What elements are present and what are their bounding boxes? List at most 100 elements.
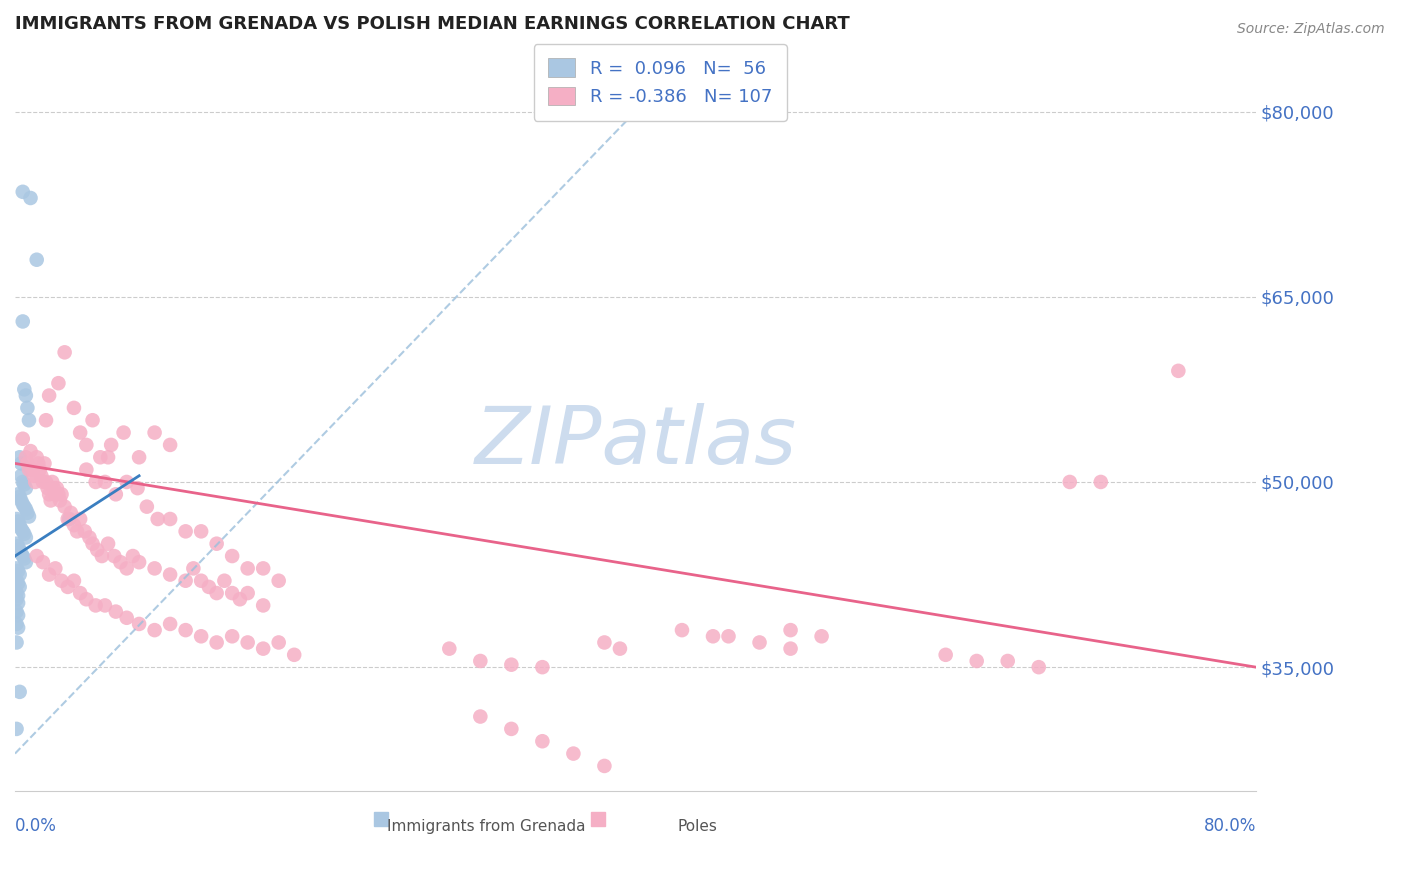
Point (1090, 475, 1112, 489)
Point (10, 522, 32, 536)
Point (221, 586, 243, 600)
Point (51, 487, 73, 501)
Point (6, 586, 28, 600)
Point (8, 685, 31, 699)
Point (190, 524, 212, 539)
Point (39, 493, 62, 508)
Point (221, 549, 243, 563)
Point (35, 475, 58, 489)
Point (44, 487, 66, 501)
Point (779, 623, 801, 637)
Point (470, 654, 492, 668)
Point (73, 524, 96, 539)
Point (6, 512, 28, 526)
Point (79, 531, 101, 545)
Point (6, 616, 28, 631)
Point (82, 537, 104, 551)
Point (252, 599, 274, 613)
Point (7, 596, 30, 610)
Point (10, 457, 32, 471)
Point (935, 648, 957, 662)
Point (115, 561, 138, 575)
Point (11, 524, 34, 539)
Point (221, 629, 243, 643)
Point (702, 629, 724, 643)
Point (267, 574, 290, 588)
Point (110, 555, 132, 569)
Point (236, 586, 259, 600)
Text: IMMIGRANTS FROM GRENADA VS POLISH MEDIAN EARNINGS CORRELATION CHART: IMMIGRANTS FROM GRENADA VS POLISH MEDIAN… (15, 15, 849, 33)
Point (66, 524, 89, 539)
Point (8, 567, 31, 582)
Point (128, 555, 150, 569)
Point (127, 481, 149, 495)
Point (25, 252, 48, 267)
Point (53, 345, 76, 359)
Point (470, 709, 492, 723)
Point (15, 457, 38, 471)
Point (15, 506, 38, 520)
Point (86, 542, 108, 557)
Point (159, 567, 181, 582)
Point (100, 438, 122, 452)
Point (104, 605, 127, 619)
Point (7, 487, 30, 501)
Point (229, 592, 252, 607)
Point (38, 487, 60, 501)
Point (11, 549, 34, 563)
Point (7, 589, 30, 603)
Point (14, 555, 37, 569)
Point (159, 512, 181, 526)
Point (84, 475, 107, 489)
Point (58, 512, 80, 526)
Point (15, 401, 38, 415)
Point (97, 537, 120, 551)
Point (6, 537, 28, 551)
Point (198, 580, 221, 594)
Point (205, 586, 228, 600)
Point (236, 561, 259, 575)
Point (18, 509, 41, 524)
Point (44, 561, 66, 575)
Point (97, 450, 120, 465)
Text: Immigrants from Grenada: Immigrants from Grenada (387, 820, 586, 834)
Point (69, 425, 91, 440)
Point (115, 611, 138, 625)
Point (252, 561, 274, 575)
Point (135, 500, 157, 514)
Point (671, 623, 693, 637)
Point (8, 450, 31, 465)
Point (56, 580, 79, 594)
Point (94, 599, 117, 613)
Point (748, 635, 770, 649)
Point (20, 444, 42, 458)
Point (24, 475, 46, 489)
Point (7, 621, 30, 635)
Point (159, 616, 181, 631)
Point (84, 599, 107, 613)
Point (143, 425, 166, 440)
Point (531, 734, 554, 748)
Point (966, 654, 988, 668)
Point (75, 592, 97, 607)
Point (11, 185, 34, 199)
Point (7, 539, 30, 553)
Point (14, 531, 37, 545)
Point (13, 500, 35, 514)
Point (89, 450, 111, 465)
Point (128, 616, 150, 631)
Legend: R =  0.096   N=  56, R = -0.386   N= 107: R = 0.096 N= 56, R = -0.386 N= 107 (534, 44, 787, 120)
Point (267, 635, 290, 649)
Point (51, 574, 73, 588)
Point (13, 526, 35, 541)
Point (48, 487, 70, 501)
Point (56, 512, 79, 526)
Point (53, 500, 76, 514)
Point (6, 635, 28, 649)
Point (6, 592, 28, 607)
Point (6, 722, 28, 736)
Point (45, 481, 67, 495)
Point (18, 413, 41, 427)
Point (439, 641, 461, 656)
Point (42, 481, 65, 495)
